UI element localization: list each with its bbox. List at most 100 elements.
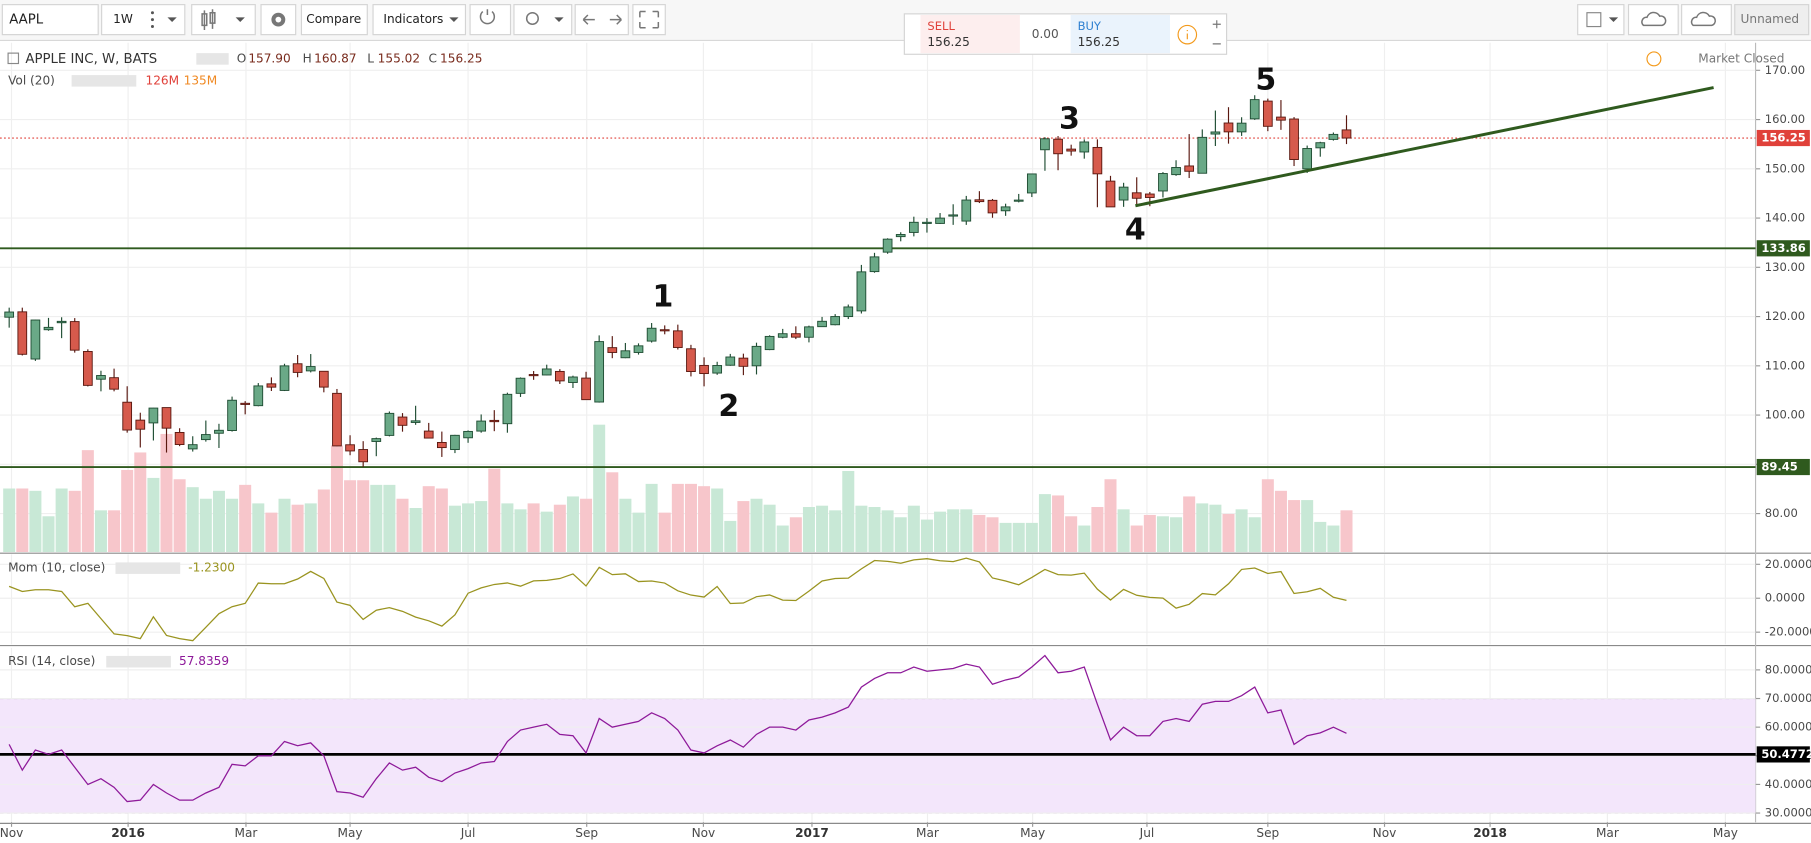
candle-body	[410, 420, 421, 423]
rsi-legend: RSI (14, close)	[8, 654, 95, 668]
x-tick-label: Nov	[692, 826, 716, 840]
volume-bar	[1288, 500, 1301, 552]
mom-legend: Mom (10, close)	[8, 561, 105, 575]
x-tick-label: May	[1713, 826, 1738, 840]
volume-bar	[357, 480, 370, 552]
candle-body	[699, 364, 709, 375]
candle-body	[908, 221, 919, 233]
volume-bar	[802, 507, 815, 552]
rsi-value: 57.8359	[179, 654, 229, 668]
legend-buttons[interactable]	[196, 53, 229, 65]
legend-buttons[interactable]	[115, 562, 181, 574]
info-icon[interactable]	[1177, 24, 1198, 45]
volume-bar	[684, 483, 697, 552]
candle-body	[869, 256, 880, 273]
volume-bar	[344, 480, 357, 552]
candle-body	[633, 345, 644, 353]
gear-hole	[275, 16, 282, 23]
candle-body	[135, 419, 146, 430]
volume-bar	[973, 514, 986, 552]
volume-bar	[881, 510, 894, 552]
candle-body	[305, 366, 316, 372]
volume-bar	[580, 498, 593, 552]
ohlc-value: 156.25	[440, 51, 482, 65]
indicators-button[interactable]	[372, 4, 467, 36]
candle-body	[1171, 167, 1181, 176]
volume-bar	[1196, 503, 1209, 552]
candle-body	[1040, 138, 1050, 151]
ohlc-key: H	[303, 51, 312, 65]
x-tick-label: Nov	[0, 826, 23, 840]
candle-body	[1092, 146, 1103, 175]
layout-name-box[interactable]	[1734, 4, 1810, 36]
volume-bar	[816, 505, 829, 552]
y-tick-label: 80.0000	[1765, 662, 1811, 676]
compare-button[interactable]	[300, 4, 368, 36]
load-button[interactable]	[1627, 4, 1679, 36]
volume-bar	[842, 470, 855, 552]
sell-button[interactable]	[920, 15, 1020, 54]
candle-body	[620, 350, 631, 359]
volume-bar	[776, 525, 789, 552]
volume-bar	[291, 504, 304, 552]
candle-body	[961, 199, 972, 222]
volume-bar	[1091, 507, 1104, 552]
volume-bar	[475, 501, 488, 552]
candle-body	[292, 363, 303, 373]
legend-buttons[interactable]	[71, 75, 137, 87]
volume-bar	[1327, 525, 1340, 552]
symbol-input[interactable]	[1, 4, 99, 36]
volume-bar	[606, 472, 619, 552]
candle-body	[515, 377, 526, 394]
alert-button[interactable]	[469, 4, 512, 36]
volume-bar	[55, 488, 68, 552]
candle-body	[423, 430, 434, 439]
volume-value: 126M	[146, 73, 180, 87]
volume-bar	[1156, 516, 1169, 552]
indicator-line	[8, 557, 1347, 642]
candle-body	[843, 306, 854, 318]
collapse-icon[interactable]	[7, 52, 20, 65]
candle-body	[200, 434, 211, 441]
fullscreen-button[interactable]	[632, 4, 666, 36]
volume-bar	[42, 516, 55, 552]
candle-body	[568, 376, 578, 383]
buy-button[interactable]	[1070, 15, 1170, 54]
plus-minus[interactable]	[1212, 20, 1221, 45]
axis-value-box	[1756, 458, 1810, 476]
x-tick-label: May	[338, 826, 363, 840]
wave-label: 5	[1255, 62, 1276, 97]
volume-bar	[1222, 513, 1235, 552]
candle-body	[1262, 100, 1273, 127]
x-tick-label: Jul	[460, 826, 476, 840]
volume-bar	[462, 503, 475, 552]
volume-legend: Vol (20)	[8, 73, 55, 87]
save-button[interactable]	[1681, 4, 1732, 36]
candle-body	[581, 377, 591, 401]
cloud-icon	[1690, 11, 1717, 27]
volume-bar	[855, 505, 868, 552]
indicator-line	[8, 654, 1347, 803]
axis-value-label: 133.86	[1761, 241, 1806, 255]
candle-body	[227, 399, 237, 431]
candle-body	[987, 199, 998, 214]
chart-style-button[interactable]	[191, 4, 256, 36]
axis-value-label: 50.4772	[1761, 747, 1811, 761]
volume-bar	[658, 512, 671, 552]
hint-button[interactable]	[513, 4, 573, 36]
ohlc-key: L	[367, 51, 374, 65]
volume-bar	[947, 509, 960, 552]
indicators-label: Indicators	[383, 12, 443, 26]
candle-body	[541, 368, 552, 376]
volume-bar	[199, 498, 212, 552]
marks-layer	[0, 86, 1756, 803]
legend-buttons[interactable]	[106, 655, 171, 668]
ohlc-key: C	[428, 51, 436, 65]
axis-value-box	[1756, 129, 1810, 147]
candle-body	[554, 370, 565, 382]
candle-body	[30, 319, 41, 360]
y-tick-label: 140.00	[1765, 211, 1805, 225]
y-tick-label: 110.00	[1765, 358, 1805, 372]
candle-body	[1315, 142, 1326, 149]
x-tick-label: Mar	[1596, 826, 1619, 840]
